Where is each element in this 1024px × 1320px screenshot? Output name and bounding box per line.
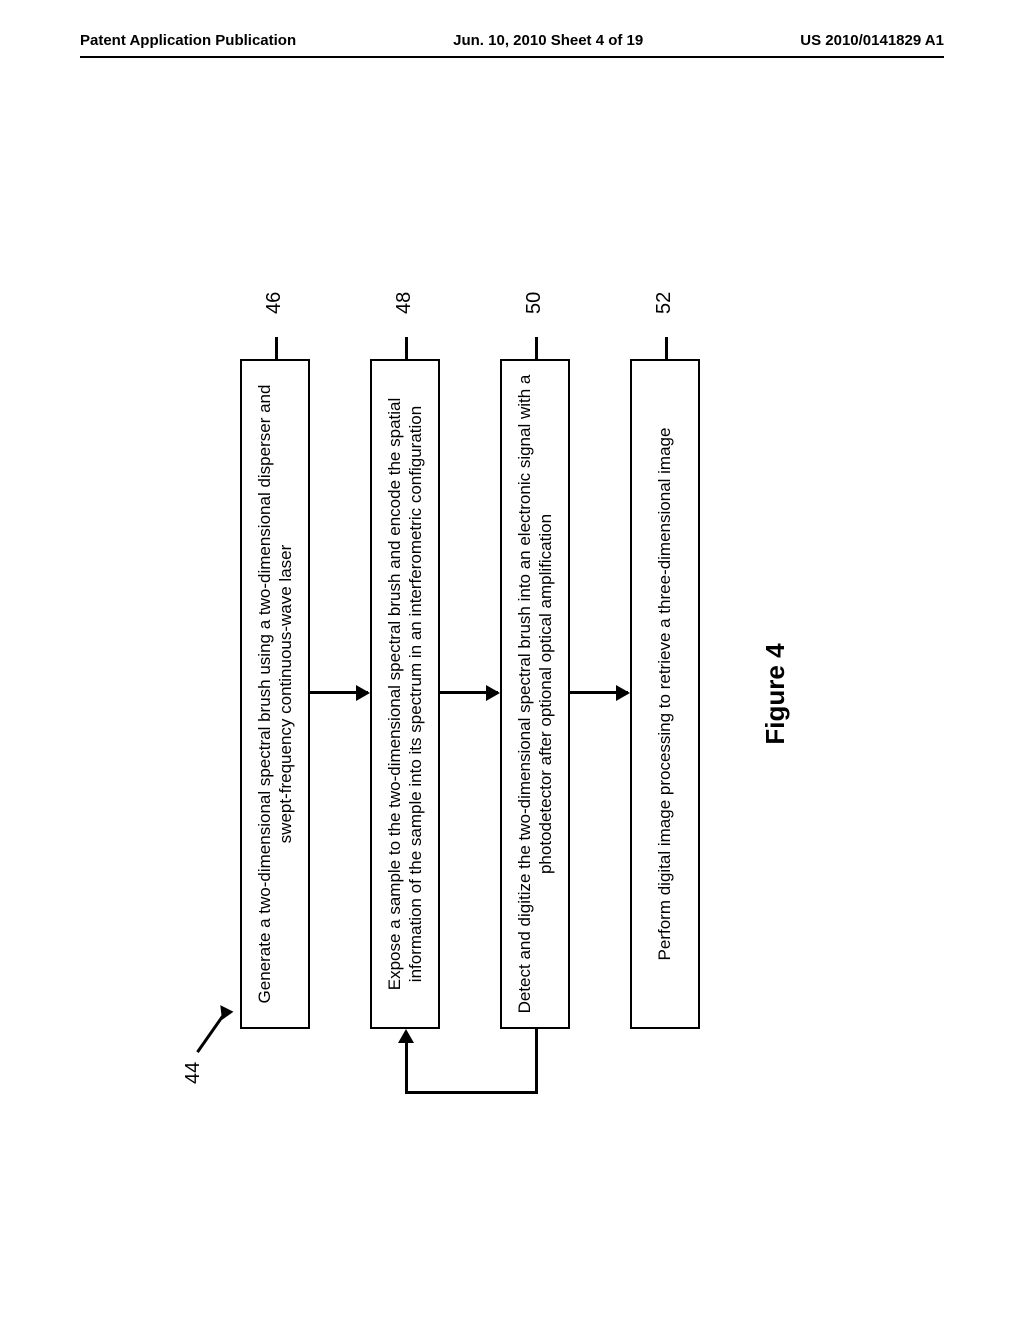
feedback-line-in: [405, 1041, 408, 1094]
overall-ref-arrowhead: [214, 1001, 233, 1020]
ref-label: 50: [523, 292, 546, 314]
feedback-arrowhead-icon: [398, 1029, 414, 1043]
ref-tick: [275, 337, 278, 359]
flowchart-diagram: 44 Generate a two-dimensional spectral b…: [0, 180, 1000, 1204]
flow-arrow-icon: [570, 692, 628, 695]
header-center: Jun. 10, 2010 Sheet 4 of 19: [453, 32, 643, 49]
ref-label: 48: [393, 292, 416, 314]
flow-arrow-icon: [310, 692, 368, 695]
header-rule: [80, 56, 944, 58]
ref-tick: [405, 337, 408, 359]
ref-tick: [535, 337, 538, 359]
overall-ref-label: 44: [182, 1062, 205, 1084]
flow-arrow-icon: [440, 692, 498, 695]
ref-label: 46: [263, 292, 286, 314]
feedback-line-vertical: [405, 1092, 538, 1095]
flow-step-box: Expose a sample to the two-dimensional s…: [370, 359, 440, 1029]
figure-caption: Figure 4: [760, 244, 791, 1144]
flow-step-box: Generate a two-dimensional spectral brus…: [240, 359, 310, 1029]
ref-label: 52: [653, 292, 676, 314]
flow-step-box: Perform digital image processing to retr…: [630, 359, 700, 1029]
page-header: Patent Application Publication Jun. 10, …: [0, 32, 1024, 49]
ref-tick: [665, 337, 668, 359]
feedback-line-out: [535, 1029, 538, 1094]
header-right: US 2010/0141829 A1: [800, 32, 944, 49]
flow-step-box: Detect and digitize the two-dimensional …: [500, 359, 570, 1029]
header-left: Patent Application Publication: [80, 32, 296, 49]
